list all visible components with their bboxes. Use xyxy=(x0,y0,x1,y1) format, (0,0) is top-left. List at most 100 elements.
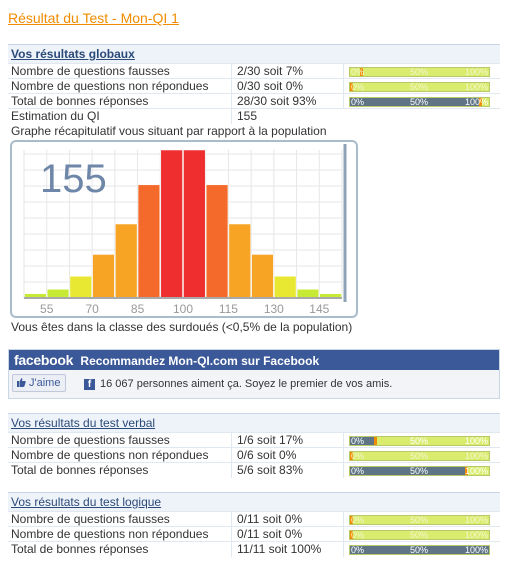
result-value: 0/6 soit 0% xyxy=(237,448,297,462)
result-row: Nombre de questions non répondues 0/11 so… xyxy=(8,526,500,542)
progress-marker xyxy=(360,68,363,76)
column-divider xyxy=(343,94,344,109)
global-results-header: Vos résultats globaux xyxy=(11,47,135,61)
result-row: Total de bonnes réponses 11/11 soit 100% 0… xyxy=(8,541,500,557)
result-label: Estimation du QI xyxy=(11,109,100,123)
facebook-logo: facebook xyxy=(14,352,74,368)
column-divider xyxy=(343,527,344,542)
bar-tick-label: 50% xyxy=(410,545,429,555)
histogram-bar xyxy=(160,149,183,299)
bar-tick-label: 100% xyxy=(464,97,488,107)
histogram-bar xyxy=(274,275,297,299)
like-button[interactable]: J'aime xyxy=(12,374,67,392)
bar-tick-label: 50% xyxy=(410,466,429,476)
logic-results-section: Vos résultats du test logique Nombre de … xyxy=(8,492,500,557)
result-label: Total de bonnes réponses xyxy=(11,463,149,477)
bar-tick-label: 100% xyxy=(464,451,488,461)
result-label: Total de bonnes réponses xyxy=(11,542,149,556)
like-label: J'aime xyxy=(29,377,61,389)
bar-tick-label: 100% xyxy=(464,67,488,77)
histogram-bar xyxy=(251,254,274,299)
progress-bar: 0% 50% 100% xyxy=(349,545,490,555)
bar-tick-label: 50% xyxy=(410,451,429,461)
result-value: 0/11 soit 0% xyxy=(237,527,303,541)
result-row: Total de bonnes réponses 28/30 soit 93% 0%… xyxy=(8,93,500,109)
bar-tick-label: 50% xyxy=(410,436,429,446)
bar-tick-label: 50% xyxy=(410,97,429,107)
result-label: Nombre de questions non répondues xyxy=(11,527,209,541)
global-results-section: Vos résultats globaux Nombre de question… xyxy=(8,44,500,124)
progress-marker xyxy=(479,98,482,106)
histogram-bar xyxy=(92,254,115,299)
result-label: Nombre de questions fausses xyxy=(11,512,170,526)
result-label: Nombre de questions fausses xyxy=(11,433,170,447)
facebook-like-count: 16 067 personnes aiment ça. Soyez le pre… xyxy=(100,378,393,390)
bar-tick-label: 50% xyxy=(410,515,429,525)
column-divider xyxy=(343,433,344,448)
result-label: Total de bonnes réponses xyxy=(11,94,149,108)
progress-bar: 0% 50% 100% xyxy=(349,436,490,446)
logic-results-header[interactable]: Vos résultats du test logique xyxy=(11,495,162,509)
column-divider xyxy=(231,64,232,79)
progress-marker xyxy=(350,83,353,91)
column-divider xyxy=(231,433,232,448)
thumbs-up-icon xyxy=(17,378,26,387)
column-divider xyxy=(343,463,344,478)
column-divider xyxy=(231,463,232,478)
progress-bar: 0% 50% 100% xyxy=(349,67,490,77)
bar-tick-label: 0% xyxy=(351,466,365,476)
progress-fill xyxy=(350,467,465,475)
histogram-bar xyxy=(46,289,70,299)
progress-fill xyxy=(350,98,479,106)
progress-marker xyxy=(374,437,377,445)
x-tick-label: 145 xyxy=(309,302,329,316)
progress-bar: 0% 50% 100% xyxy=(349,466,490,476)
progress-bar: 0% 50% 100% xyxy=(349,97,490,107)
progress-marker xyxy=(350,516,353,524)
facebook-body: J'aime f 16 067 personnes aiment ça. Soy… xyxy=(9,370,499,398)
bar-tick-label: 50% xyxy=(410,530,429,540)
x-tick-label: 115 xyxy=(219,302,238,316)
page-title: Résultat du Test - Mon-QI 1 xyxy=(8,10,179,26)
x-tick-label: 130 xyxy=(264,302,284,316)
progress-bar: 0% 50% 100% xyxy=(349,530,490,540)
histogram-bar xyxy=(205,184,229,299)
result-row: Nombre de questions fausses 0/11 soit 0% 0… xyxy=(8,511,500,527)
result-value: 11/11 soit 100% xyxy=(237,542,322,556)
verbal-results-header[interactable]: Vos résultats du test verbal xyxy=(11,416,156,430)
bar-tick-label: 0% xyxy=(351,82,365,92)
progress-bar: 0% 50% 100% xyxy=(349,515,490,525)
column-divider xyxy=(231,79,232,94)
result-row: Estimation du QI 155 xyxy=(8,108,500,124)
bar-tick-label: 100% xyxy=(464,530,488,540)
column-divider xyxy=(343,448,344,463)
progress-marker xyxy=(465,467,468,475)
column-divider xyxy=(343,79,344,94)
result-value: 0/30 soit 0% xyxy=(237,79,304,93)
histogram-bar xyxy=(296,289,320,299)
column-divider xyxy=(231,512,232,527)
graph-caption: Graphe récapitulatif vous situant par ra… xyxy=(11,124,327,138)
bar-tick-label: 0% xyxy=(351,97,365,107)
bar-tick-label: 100% xyxy=(464,515,488,525)
iq-chart-svg: 55 70 85 100 115 130 145 155 xyxy=(23,144,347,316)
facebook-widget: facebook Recommandez Mon-QI.com sur Face… xyxy=(8,349,500,399)
facebook-recommend-text: Recommandez Mon-QI.com sur Facebook xyxy=(80,354,320,368)
progress-marker xyxy=(350,452,353,460)
facebook-f-icon: f xyxy=(84,379,95,390)
result-label: Nombre de questions fausses xyxy=(11,64,170,78)
facebook-header: facebook Recommandez Mon-QI.com sur Face… xyxy=(9,350,499,370)
bar-tick-label: 0% xyxy=(351,515,365,525)
result-row: Nombre de questions fausses 1/6 soit 17% 0… xyxy=(8,432,500,448)
column-divider xyxy=(231,448,232,463)
bar-tick-label: 0% xyxy=(351,451,365,461)
column-divider xyxy=(343,512,344,527)
iq-distribution-chart: 55 70 85 100 115 130 145 155 xyxy=(10,140,358,318)
x-tick-label: 55 xyxy=(40,302,54,316)
graph-footer: Vous êtes dans la classe des surdoués (<… xyxy=(11,320,353,334)
bar-tick-label: 50% xyxy=(410,67,429,77)
x-tick-label: 100 xyxy=(173,302,193,316)
result-row: Nombre de questions non répondues 0/6 soi… xyxy=(8,447,500,463)
result-value: 28/30 soit 93% xyxy=(237,94,317,108)
histogram-bar xyxy=(228,223,251,299)
